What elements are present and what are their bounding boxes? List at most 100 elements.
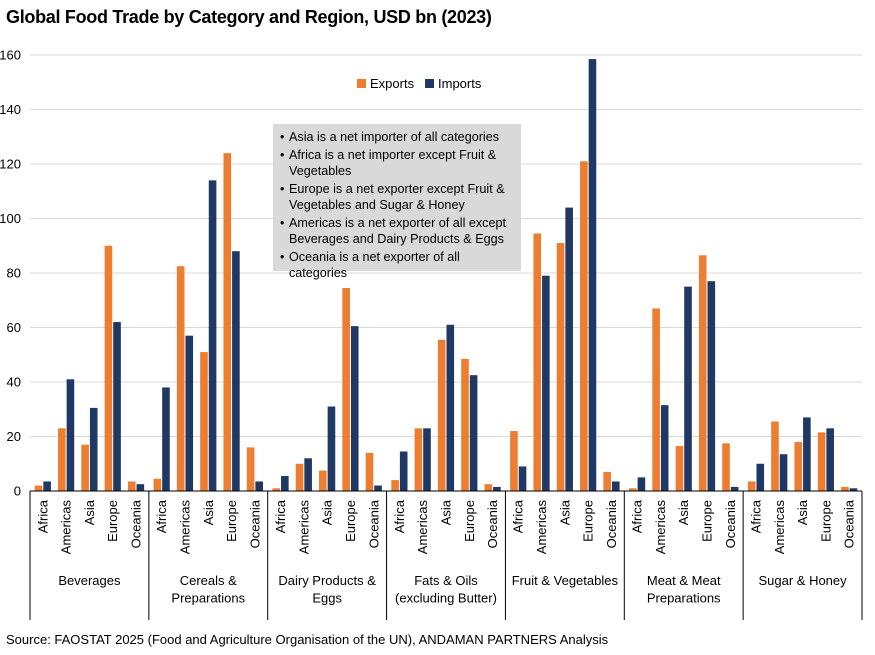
exports-bar	[675, 446, 684, 491]
category-label: Meat & Meat	[647, 573, 721, 588]
x-tick-label: Oceania	[485, 499, 500, 548]
exports-bar	[580, 161, 588, 491]
category-label: Sugar & Honey	[758, 573, 847, 588]
exports-bar	[817, 432, 826, 491]
chart-title: Global Food Trade by Category and Region…	[6, 7, 492, 27]
imports-bar	[304, 458, 312, 491]
x-tick-label: Americas	[772, 500, 787, 555]
imports-bar	[185, 335, 194, 491]
imports-bar	[826, 428, 834, 491]
imports-bar	[469, 375, 478, 491]
y-tick-label: 20	[7, 429, 21, 444]
category-label: Dairy Products &	[278, 573, 376, 588]
x-axis-region-labels: Africa Americas Asia Europe Oceania Africa Ame…	[35, 499, 856, 554]
imports-bar	[565, 207, 573, 491]
exports-bar	[698, 255, 707, 491]
exports-bar	[127, 481, 136, 491]
imports-bar	[707, 281, 716, 491]
imports-bar	[423, 428, 431, 491]
exports-bar	[556, 243, 565, 491]
x-tick-label: Asia	[795, 499, 810, 525]
imports-bar	[89, 407, 98, 491]
imports-bar	[327, 406, 336, 491]
exports-bar	[81, 444, 89, 491]
exports-bar	[176, 266, 185, 491]
category-label: Fruit & Vegetables	[512, 573, 619, 588]
exports-bar	[104, 245, 113, 491]
x-tick-label: Europe	[581, 500, 596, 542]
x-tick-label: Europe	[105, 500, 120, 542]
x-axis	[29, 490, 863, 620]
x-tick-label: Africa	[273, 499, 288, 533]
exports-bar	[246, 447, 255, 491]
x-tick-label: Oceania	[604, 499, 619, 548]
imports-bar	[684, 286, 692, 491]
x-tick-label: Asia	[557, 499, 572, 525]
imports-bar	[113, 322, 121, 491]
x-tick-label: Africa	[392, 499, 407, 533]
imports-bar	[43, 481, 51, 491]
exports-bar	[200, 352, 208, 491]
x-tick-label: Asia	[676, 499, 691, 525]
exports-bar	[603, 471, 611, 491]
exports-bar	[652, 308, 660, 491]
exports-bar	[484, 484, 493, 491]
category-label: Eggs	[312, 591, 342, 606]
source-note: Source: FAOSTAT 2025 (Food and Agricultu…	[6, 632, 609, 647]
annotation-note: Oceania is a net exporter of all categor…	[280, 249, 515, 282]
x-tick-label: Americas	[59, 500, 74, 555]
exports-bar	[153, 478, 162, 491]
x-axis-category-labels: Beverages Cereals & Preparations Dairy Prod…	[58, 573, 847, 606]
exports-bar	[771, 421, 779, 491]
category-label: Fats & Oils	[414, 573, 478, 588]
y-tick-label: 120	[0, 157, 21, 172]
x-tick-label: Oceania	[247, 499, 262, 548]
exports-bar	[510, 431, 518, 491]
exports-bar	[747, 481, 756, 491]
x-tick-label: Europe	[700, 500, 715, 542]
exports-bar	[34, 485, 43, 491]
legend: Exports Imports	[357, 76, 482, 91]
imports-bar	[255, 481, 263, 491]
exports-bar	[461, 358, 469, 491]
exports-bar	[342, 287, 350, 491]
imports-bar	[542, 275, 550, 491]
legend-swatch	[357, 79, 366, 88]
exports-bar	[414, 428, 423, 491]
legend-label: Imports	[438, 76, 482, 91]
x-tick-label: Americas	[296, 500, 311, 555]
y-tick-label: 60	[7, 320, 21, 335]
exports-bar	[722, 443, 730, 491]
x-tick-label: Americas	[415, 500, 430, 555]
category-label: Beverages	[58, 573, 121, 588]
annotation-note: Europe is a net exporter except Fruit & …	[280, 181, 515, 214]
bars	[34, 59, 858, 492]
y-tick-label: 0	[14, 484, 21, 499]
imports-bar	[399, 451, 408, 491]
x-tick-label: Europe	[462, 500, 477, 542]
imports-bar	[730, 486, 739, 491]
x-tick-label: Americas	[653, 500, 668, 555]
exports-bar	[437, 339, 446, 491]
category-label: Preparations	[171, 591, 245, 606]
category-label: Cereals &	[180, 573, 237, 588]
annotation-note: Americas is a net exporter of all except…	[280, 215, 515, 248]
x-tick-label: Oceania	[129, 499, 144, 548]
x-tick-label: Oceania	[366, 499, 381, 548]
y-tick-label: 140	[0, 102, 21, 117]
imports-bar	[350, 326, 359, 491]
imports-bar	[136, 484, 145, 491]
imports-bar	[611, 481, 620, 491]
exports-bar	[365, 452, 374, 491]
x-tick-label: Europe	[818, 500, 833, 542]
imports-bar	[849, 488, 858, 491]
imports-bar	[637, 477, 646, 491]
exports-bar	[794, 441, 803, 491]
bar-chart: 0 20 40 60 80 100 120 140 160 Africa Americas Asia…	[0, 48, 863, 620]
category-label: Preparations	[647, 591, 721, 606]
imports-bar	[162, 387, 170, 491]
exports-bar	[841, 486, 849, 491]
imports-bar	[588, 59, 597, 492]
y-tick-label: 100	[0, 211, 21, 226]
imports-bar	[803, 417, 811, 491]
